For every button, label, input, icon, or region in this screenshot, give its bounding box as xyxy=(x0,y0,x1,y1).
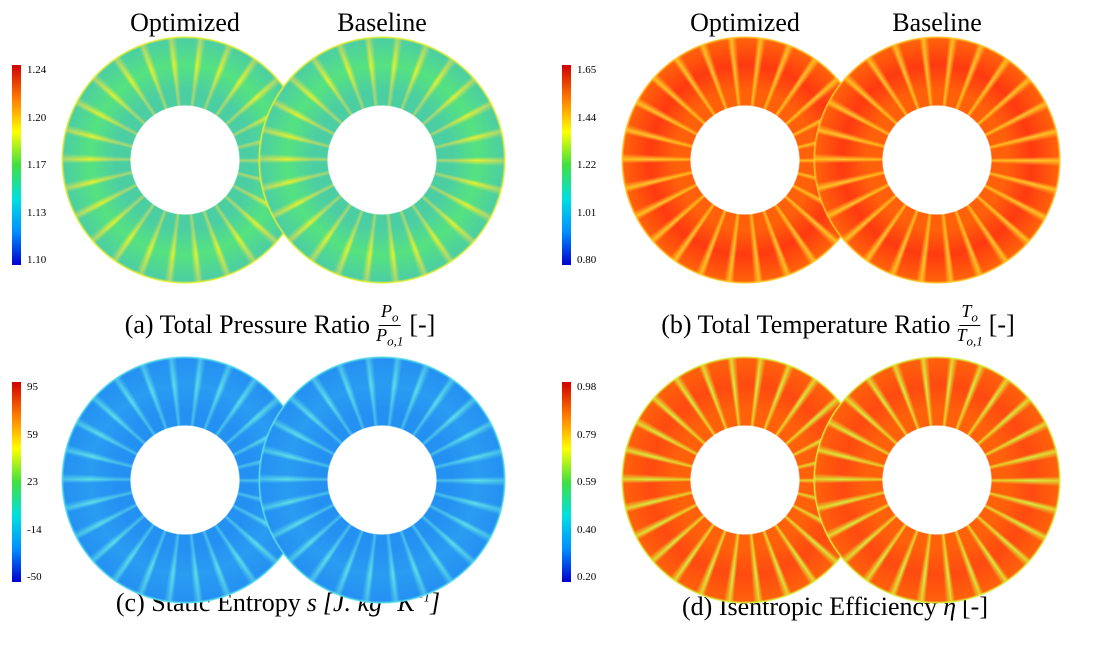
colorbar xyxy=(562,382,571,582)
numerator: P xyxy=(380,301,392,321)
fraction: To To,1 xyxy=(956,301,983,349)
numerator: T xyxy=(961,301,972,321)
denominator-sub: o,1 xyxy=(966,333,983,349)
colorbar-tick-label: 95 xyxy=(27,381,38,393)
denominator: T xyxy=(956,324,967,345)
column-label: Baseline xyxy=(892,8,982,37)
colorbar-tick-label: 0.79 xyxy=(577,428,597,441)
colorbar-tick-label: 0.20 xyxy=(577,571,597,583)
contour-plot xyxy=(257,35,507,285)
colorbar-tick-label: 0.40 xyxy=(577,523,597,536)
caption: (b) Total Temperature Ratio To To,1 [-] xyxy=(661,301,1015,349)
colorbar xyxy=(12,65,21,265)
colorbar-tick-label: 1.44 xyxy=(577,111,597,124)
colorbar xyxy=(562,65,571,265)
colorbar-tick-label: 1.01 xyxy=(577,206,597,219)
caption-text: (b) Total Temperature Ratio xyxy=(661,310,951,340)
caption-text: (a) Total Pressure Ratio xyxy=(124,310,371,340)
colorbar-tick-label: 1.65 xyxy=(577,64,597,76)
colorbar-tick-label: 0.59 xyxy=(577,476,597,488)
contour-plot xyxy=(812,35,1062,285)
column-label: Optimized xyxy=(690,8,800,37)
caption-unit: [-] xyxy=(409,310,436,340)
contour-plot xyxy=(812,355,1062,605)
numerator-sub: o xyxy=(391,309,399,325)
colorbar-tick-label: 23 xyxy=(27,476,38,488)
colorbar-tick-label: 1.20 xyxy=(27,111,47,124)
colorbar xyxy=(12,382,21,582)
colorbar-tick-label: 1.24 xyxy=(27,64,47,76)
caption-unit: [-] xyxy=(988,310,1015,340)
colorbar-tick-label: 1.10 xyxy=(27,254,47,266)
colorbar-tick-label: 1.13 xyxy=(27,206,47,219)
caption: (a) Total Pressure Ratio Po Po,1 [-] xyxy=(124,301,436,349)
colorbar-tick-label: 0.98 xyxy=(577,381,597,393)
fraction: Po Po,1 xyxy=(376,301,404,349)
colorbar-tick-label: 0.80 xyxy=(577,254,597,266)
colorbar-tick-label: 59 xyxy=(27,428,38,441)
symbol: s xyxy=(306,588,317,617)
colorbar-tick-label: 1.17 xyxy=(27,159,47,171)
numerator-sub: o xyxy=(971,309,978,325)
column-label: Optimized xyxy=(130,8,240,37)
colorbar-tick-label: 1.22 xyxy=(577,159,597,171)
colorbar-tick-label: -14 xyxy=(27,523,42,536)
column-label: Baseline xyxy=(337,8,427,37)
unit: ] xyxy=(429,588,441,617)
colorbar-tick-label: -50 xyxy=(27,571,42,583)
denominator: P xyxy=(376,324,388,345)
denominator-sub: o,1 xyxy=(387,333,404,349)
contour-plot xyxy=(257,355,507,605)
